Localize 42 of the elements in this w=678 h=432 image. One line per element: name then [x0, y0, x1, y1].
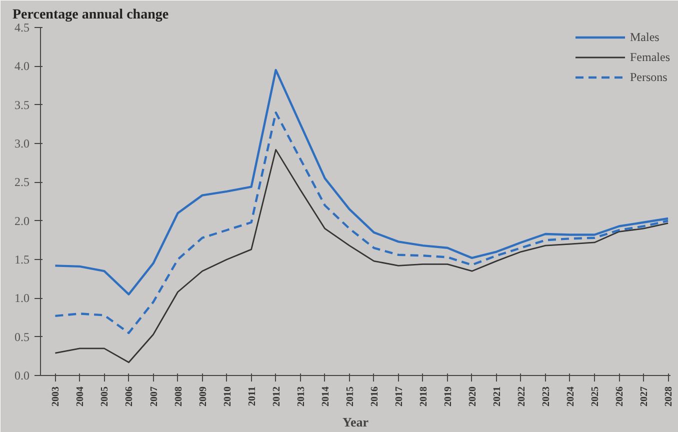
x-tick-label: 2014	[320, 386, 332, 406]
x-tick-label: 2024	[565, 386, 576, 406]
x-tick-label: 2003	[50, 386, 62, 406]
x-tick-label: 2026	[614, 386, 626, 406]
line-series	[54, 148, 669, 364]
x-tick-label: 2016	[369, 386, 380, 406]
y-tick-label: 1.0	[14, 291, 30, 306]
x-tick-label: 2028	[664, 386, 675, 406]
x-tick-label: 2025	[590, 386, 602, 406]
x-tick-label: 2017	[394, 386, 405, 406]
y-tick-label: 0.5	[14, 330, 30, 344]
y-tick-label: 1.5	[14, 252, 30, 266]
legend-label: Males	[630, 30, 660, 44]
x-tick-label: 2020	[467, 386, 478, 406]
x-tick-label: 2005	[100, 386, 111, 406]
y-tick-label: 0.0	[14, 368, 30, 382]
chart-title: Percentage annual change	[12, 8, 169, 22]
x-tick-label: 2006	[124, 386, 136, 406]
x-tick-label: 2007	[148, 386, 160, 406]
y-tick-label: 2.0	[14, 214, 30, 228]
x-tick-label: 2019	[442, 386, 454, 406]
y-tick-label: 3.0	[14, 136, 30, 150]
x-tick-label: 2009	[198, 386, 209, 406]
x-tick-label: 2013	[296, 386, 307, 406]
x-tick-label: 2010	[222, 386, 234, 406]
x-tick-label: 2021	[492, 386, 503, 406]
x-tick-label: 2015	[344, 386, 356, 406]
x-tick-label: 2022	[516, 386, 528, 406]
legend-label: Females	[630, 50, 670, 64]
x-tick-label: 2004	[75, 386, 86, 406]
y-tick-label: 3.5	[14, 98, 30, 112]
y-tick-label: 2.5	[14, 175, 30, 190]
y-tick-label: 4.5	[14, 20, 30, 34]
legend-label: Persons	[630, 70, 668, 84]
x-axis-title: Year	[342, 414, 369, 430]
x-tick-label: 2023	[540, 386, 552, 406]
x-tick-label: 2011	[246, 386, 258, 406]
x-tick-label: 2012	[271, 386, 282, 406]
x-tick-label: 2008	[173, 386, 184, 406]
x-tick-label: 2027	[639, 386, 650, 406]
x-tick-label: 2018	[418, 386, 430, 406]
y-tick-label: 4.0	[14, 59, 30, 74]
